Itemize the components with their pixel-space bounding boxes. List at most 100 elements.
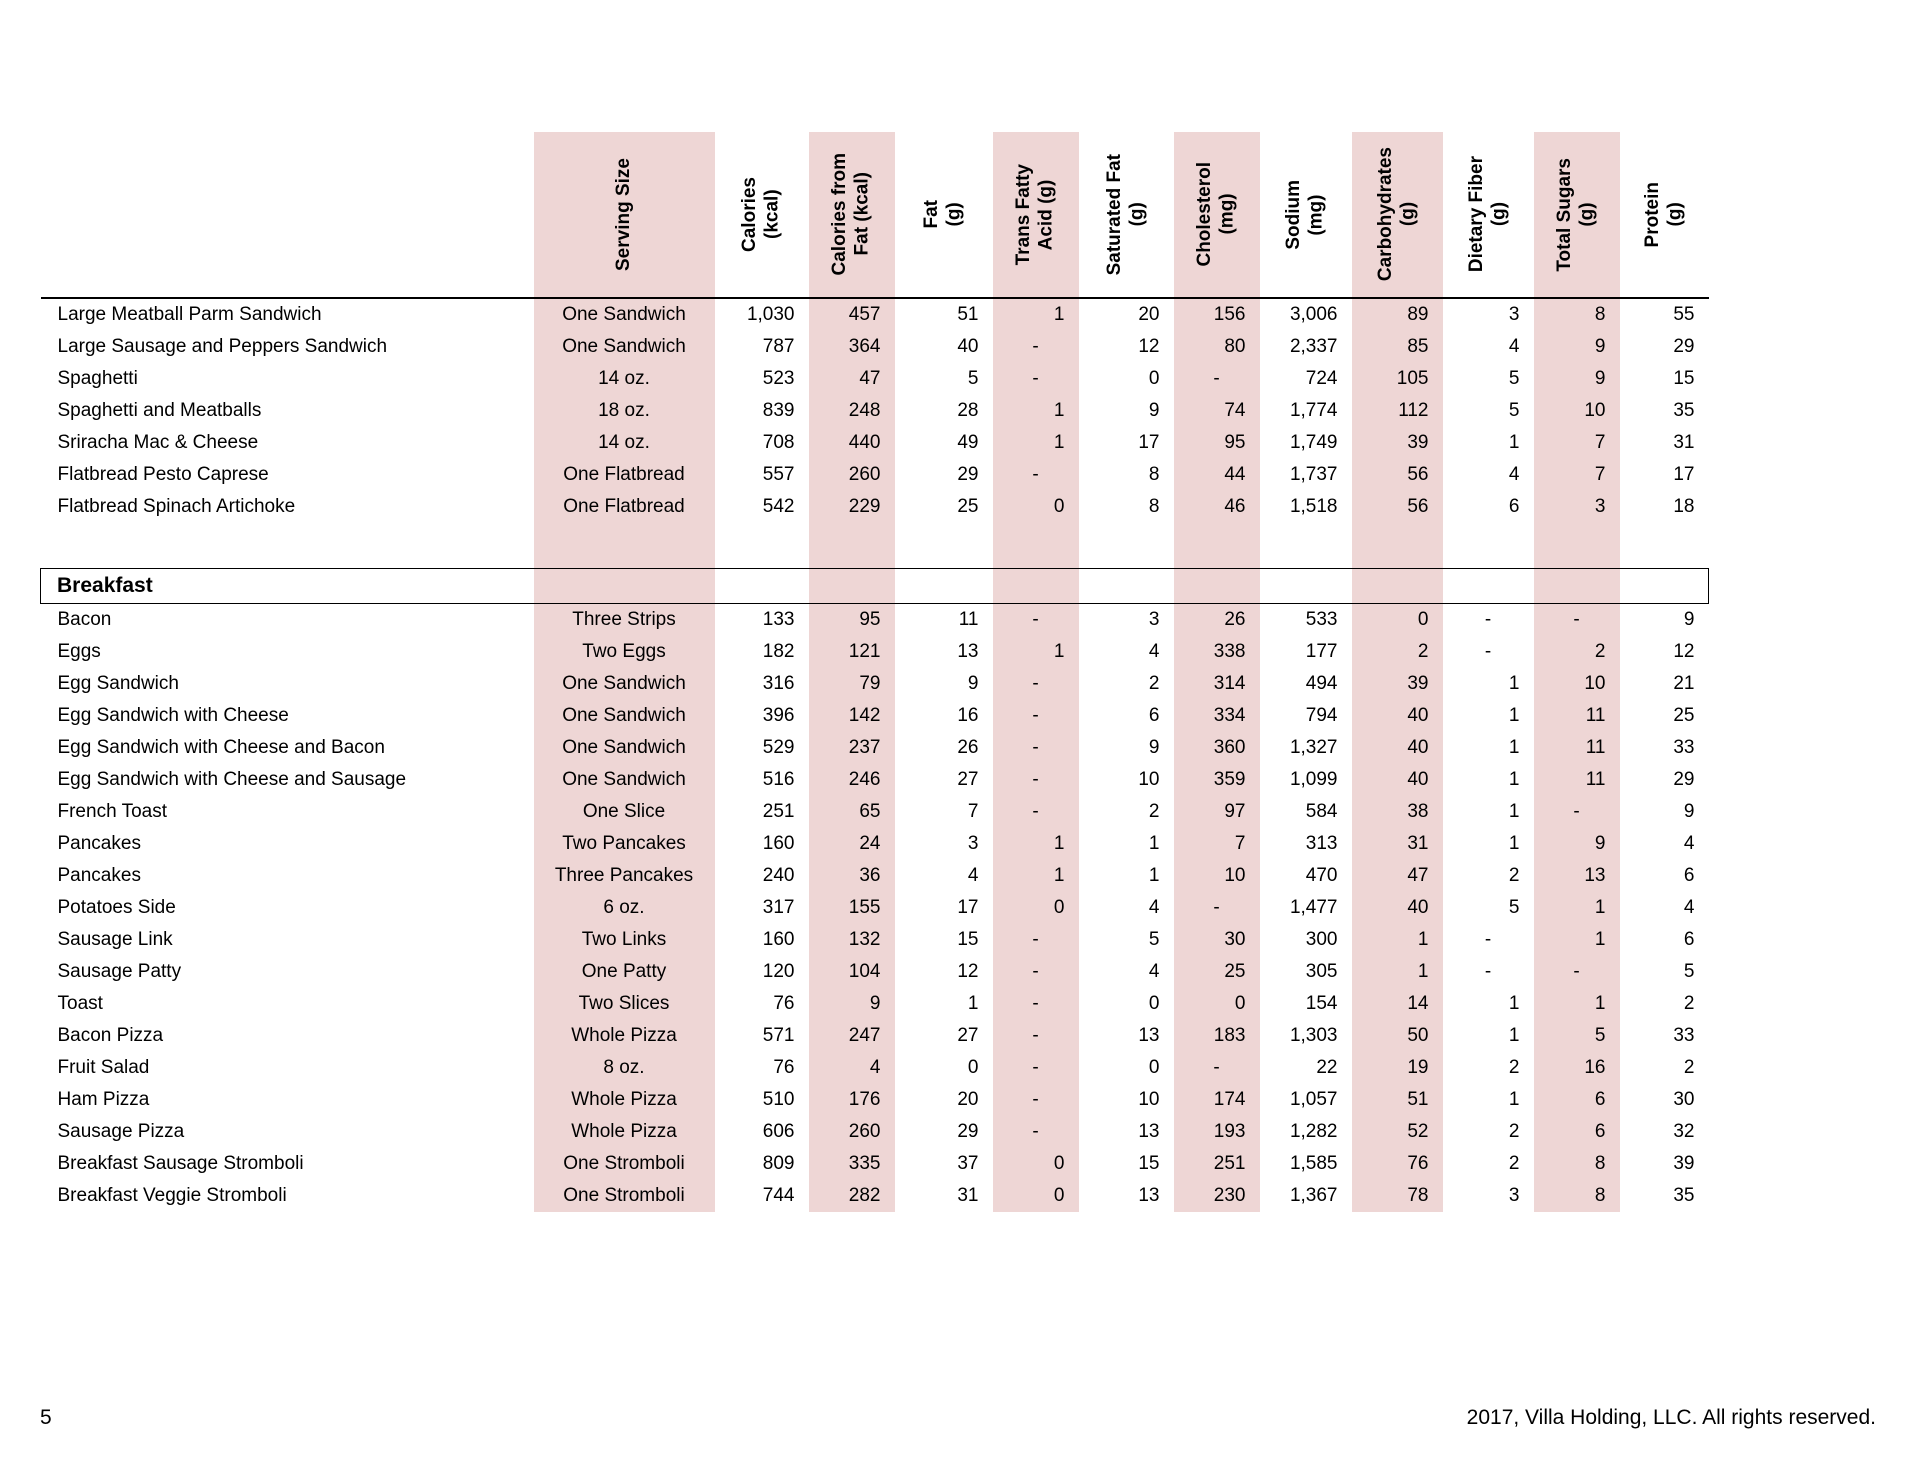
table-row: Large Meatball Parm Sandwich One Sandwich… bbox=[41, 298, 1709, 331]
cholesterol-cell: 359 bbox=[1213, 769, 1246, 790]
calories_from_fat-cell: 142 bbox=[848, 705, 881, 726]
carbohydrates-cell: 50 bbox=[1407, 1025, 1429, 1046]
sodium-cell: 22 bbox=[1316, 1057, 1338, 1078]
cholesterol-cell: 230 bbox=[1213, 1185, 1246, 1206]
sodium-cell: 300 bbox=[1305, 929, 1338, 950]
fat-cell: 51 bbox=[957, 304, 979, 325]
column-header-label: Total Sugars (g) bbox=[1554, 157, 1598, 272]
protein-cell: 33 bbox=[1673, 737, 1695, 758]
protein-cell: 4 bbox=[1683, 897, 1695, 918]
table-row: Potatoes Side 6 oz. 317 155 17 0 4 - 1,477 40 5 1 4 bbox=[41, 892, 1709, 924]
total_sugars-cell: 1 bbox=[1594, 897, 1606, 918]
item-name-cell: Egg Sandwich bbox=[57, 673, 179, 694]
serving_size-cell: One Sandwich bbox=[562, 737, 686, 758]
page-footer: 5 2017, Villa Holding, LLC. All rights r… bbox=[40, 1406, 1876, 1430]
calories-cell: 708 bbox=[762, 432, 795, 453]
total_sugars-cell: 9 bbox=[1594, 336, 1606, 357]
trans_fatty_acid-cell: 0 bbox=[1053, 496, 1065, 517]
item-name-cell: Flatbread Spinach Artichoke bbox=[57, 496, 296, 517]
calories-cell: 133 bbox=[762, 609, 795, 630]
cholesterol-cell: 10 bbox=[1224, 865, 1246, 886]
protein-cell: 2 bbox=[1683, 1057, 1695, 1078]
calories_from_fat-cell: 282 bbox=[848, 1185, 881, 1206]
column-header-row: Serving Size Calories (kcal) Calories from… bbox=[40, 132, 1709, 299]
spacer-cell bbox=[809, 523, 895, 569]
column-header-label: Calories (kcal) bbox=[739, 177, 783, 252]
item-name-cell: Potatoes Side bbox=[57, 897, 176, 918]
saturated_fat-cell: 13 bbox=[1138, 1121, 1160, 1142]
column-header-fat: Fat (g) bbox=[894, 132, 993, 299]
spacer-cell bbox=[1174, 523, 1260, 569]
copyright-text: 2017, Villa Holding, LLC. All rights res… bbox=[1466, 1406, 1876, 1429]
dietary_fiber-cell: 1 bbox=[1508, 737, 1520, 758]
protein-cell: 32 bbox=[1673, 1121, 1695, 1142]
column-header-label: Fat (g) bbox=[921, 200, 965, 229]
calories_from_fat-cell: 36 bbox=[859, 865, 881, 886]
fat-cell: 31 bbox=[957, 1185, 979, 1206]
carbohydrates-cell: 1 bbox=[1417, 961, 1429, 982]
column-header-trans_fatty_acid: Trans Fatty Acid (g) bbox=[992, 132, 1079, 299]
calories_from_fat-cell: 260 bbox=[848, 1121, 881, 1142]
column-header-calories_from_fat: Calories from Fat (kcal) bbox=[808, 132, 895, 299]
spacer-cell bbox=[1443, 523, 1534, 569]
table-row: Egg Sandwich with Cheese and Sausage One … bbox=[41, 764, 1709, 796]
item-name-cell: Spaghetti bbox=[57, 368, 138, 389]
total_sugars-cell: 5 bbox=[1594, 1025, 1606, 1046]
saturated_fat-cell: 4 bbox=[1148, 897, 1160, 918]
dietary_fiber-cell: 2 bbox=[1508, 1121, 1520, 1142]
sodium-cell: 177 bbox=[1305, 641, 1338, 662]
dietary_fiber-cell: 1 bbox=[1508, 432, 1520, 453]
dietary_fiber-cell: 1 bbox=[1508, 673, 1520, 694]
section-header-cell bbox=[808, 568, 895, 604]
calories_from_fat-cell: 260 bbox=[848, 464, 881, 485]
serving_size-cell: Whole Pizza bbox=[571, 1121, 677, 1142]
spacer-cell bbox=[993, 523, 1079, 569]
fat-cell: 16 bbox=[957, 705, 979, 726]
table-row: Toast Two Slices 76 9 1 - 0 0 154 14 1 1 2 bbox=[41, 988, 1709, 1020]
spacer-cell bbox=[41, 523, 534, 569]
protein-cell: 6 bbox=[1683, 865, 1695, 886]
sodium-cell: 533 bbox=[1305, 609, 1338, 630]
serving_size-cell: Three Strips bbox=[572, 609, 676, 630]
spacer-cell bbox=[1260, 523, 1352, 569]
calories_from_fat-cell: 4 bbox=[869, 1057, 881, 1078]
protein-cell: 9 bbox=[1683, 801, 1695, 822]
total_sugars-cell: 1 bbox=[1594, 929, 1606, 950]
calories_from_fat-cell: 364 bbox=[848, 336, 881, 357]
sodium-cell: 305 bbox=[1305, 961, 1338, 982]
total_sugars-cell: 6 bbox=[1594, 1121, 1606, 1142]
cholesterol-cell: 314 bbox=[1213, 673, 1246, 694]
table-row: Egg Sandwich with Cheese and Bacon One Sa… bbox=[41, 732, 1709, 764]
cholesterol-cell: 338 bbox=[1213, 641, 1246, 662]
carbohydrates-cell: 56 bbox=[1407, 464, 1429, 485]
dietary_fiber-cell: 2 bbox=[1508, 1153, 1520, 1174]
calories-cell: 76 bbox=[773, 993, 795, 1014]
calories-cell: 571 bbox=[762, 1025, 795, 1046]
serving_size-cell: Two Links bbox=[581, 929, 667, 950]
item-name-cell: Pancakes bbox=[57, 865, 141, 886]
dietary_fiber-cell: 3 bbox=[1508, 304, 1520, 325]
saturated_fat-cell: 17 bbox=[1138, 432, 1160, 453]
fat-cell: 28 bbox=[957, 400, 979, 421]
trans_fatty_acid-cell: 0 bbox=[1053, 1153, 1065, 1174]
sodium-cell: 3,006 bbox=[1289, 304, 1338, 325]
section-header-cell bbox=[714, 568, 809, 604]
cholesterol-cell: 360 bbox=[1213, 737, 1246, 758]
item-name-cell: Sausage Patty bbox=[57, 961, 182, 982]
protein-cell: 39 bbox=[1673, 1153, 1695, 1174]
table-row: Sausage Link Two Links 160 132 15 - 5 30 300 1 - 1 6 bbox=[41, 924, 1709, 956]
spacer-cell bbox=[715, 523, 809, 569]
sodium-cell: 1,303 bbox=[1289, 1025, 1338, 1046]
item-name-cell: Pancakes bbox=[57, 833, 141, 854]
trans_fatty_acid-cell: 1 bbox=[1053, 641, 1065, 662]
saturated_fat-cell: 15 bbox=[1138, 1153, 1160, 1174]
item-name-cell: Egg Sandwich with Cheese and Bacon bbox=[57, 737, 385, 758]
section-header-cell bbox=[1533, 568, 1620, 604]
item-name-cell: Toast bbox=[57, 993, 103, 1014]
cholesterol-cell: 46 bbox=[1224, 496, 1246, 517]
serving_size-cell: Two Eggs bbox=[582, 641, 666, 662]
table-row: French Toast One Slice 251 65 7 - 2 97 584 38 1 - 9 bbox=[41, 796, 1709, 828]
calories_from_fat-cell: 246 bbox=[848, 769, 881, 790]
table-row: Ham Pizza Whole Pizza 510 176 20 - 10 174 1,057 5… bbox=[41, 1084, 1709, 1116]
cholesterol-cell: 183 bbox=[1213, 1025, 1246, 1046]
